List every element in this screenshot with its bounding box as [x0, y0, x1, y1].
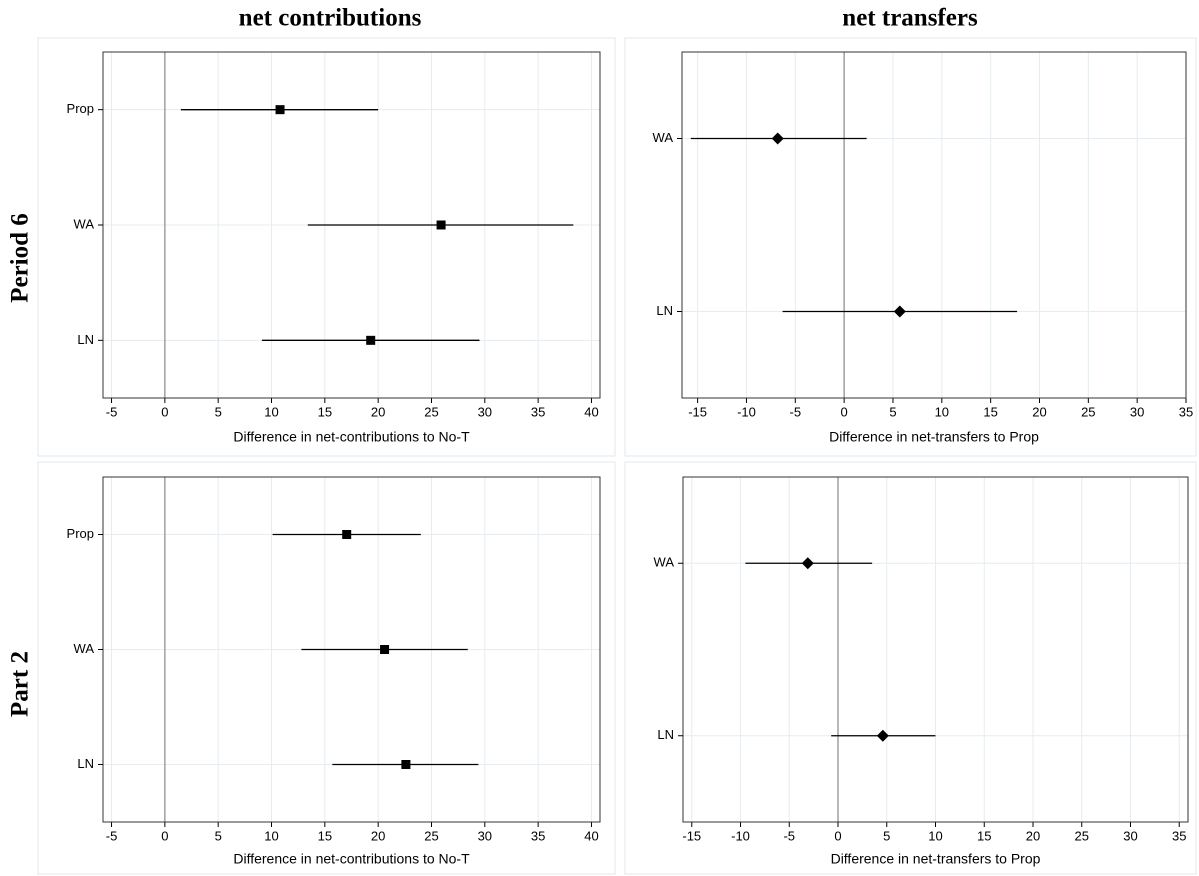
x-tick-label: 0: [841, 404, 848, 419]
x-tick-label: -5: [106, 404, 118, 419]
x-tick-label: 5: [215, 828, 222, 843]
x-tick-label: -5: [783, 828, 795, 843]
column-title: net contributions: [239, 5, 422, 32]
x-tick-label: -10: [737, 404, 756, 419]
x-tick-label: 10: [928, 828, 942, 843]
x-tick-label: -5: [790, 404, 802, 419]
x-tick-label: 30: [478, 828, 492, 843]
x-tick-label: 40: [584, 404, 598, 419]
x-tick-label: -15: [688, 404, 707, 419]
x-tick-label: 35: [1172, 828, 1186, 843]
x-tick-label: 25: [424, 828, 438, 843]
x-tick-label: 5: [215, 404, 222, 419]
panel-frame: [37, 37, 616, 457]
y-tick-label: LN: [77, 332, 94, 347]
x-tick-label: 20: [1032, 404, 1046, 419]
point: [366, 335, 376, 345]
y-tick-label: WA: [654, 555, 675, 570]
x-tick-label: 10: [264, 828, 278, 843]
x-tick-label: -15: [682, 828, 701, 843]
x-tick-label: 0: [161, 404, 168, 419]
x-tick-label: 0: [834, 828, 841, 843]
x-tick-label: 10: [264, 404, 278, 419]
y-tick-label: WA: [74, 216, 95, 231]
x-axis-label: Difference in net-transfers to Prop: [831, 851, 1041, 867]
plot-frame: [682, 476, 1189, 823]
x-tick-label: 30: [478, 404, 492, 419]
point: [275, 105, 285, 115]
x-axis-label: Difference in net-contributions to No-T: [233, 851, 470, 867]
row-title: Part 2: [7, 651, 34, 717]
y-tick-label: LN: [656, 303, 673, 318]
x-tick-label: 15: [977, 828, 991, 843]
y-tick-label: WA: [74, 641, 95, 656]
point: [401, 760, 411, 769]
point: [342, 530, 352, 539]
column-title: net transfers: [842, 5, 978, 32]
x-tick-label: 15: [318, 404, 332, 419]
x-tick-label: 15: [318, 828, 332, 843]
x-tick-label: 35: [531, 828, 545, 843]
point: [436, 220, 446, 230]
x-tick-label: 15: [983, 404, 997, 419]
plot-frame: [681, 51, 1187, 399]
x-tick-label: 30: [1123, 828, 1137, 843]
point: [893, 305, 906, 318]
y-tick-label: LN: [657, 727, 674, 742]
panel-frame: [624, 461, 1197, 875]
y-tick-label: WA: [653, 130, 674, 145]
x-tick-label: 20: [371, 404, 385, 419]
x-tick-label: 40: [584, 828, 598, 843]
y-tick-label: Prop: [67, 526, 94, 541]
x-tick-label: 25: [1075, 828, 1089, 843]
panel-frame: [37, 461, 616, 875]
x-tick-label: 25: [424, 404, 438, 419]
x-tick-label: -5: [106, 828, 118, 843]
x-tick-label: 5: [889, 404, 896, 419]
point: [876, 729, 889, 742]
x-tick-label: 20: [1026, 828, 1040, 843]
x-tick-label: 25: [1081, 404, 1095, 419]
point: [771, 132, 784, 145]
x-tick-label: 35: [531, 404, 545, 419]
point: [801, 557, 814, 570]
row-title: Period 6: [7, 213, 34, 303]
x-tick-label: 5: [883, 828, 890, 843]
panel-frame: [624, 37, 1197, 457]
x-tick-label: 30: [1130, 404, 1144, 419]
y-tick-label: Prop: [67, 101, 94, 116]
x-tick-label: 35: [1179, 404, 1193, 419]
point: [380, 645, 390, 654]
x-axis-label: Difference in net-contributions to No-T: [233, 429, 470, 445]
x-tick-label: 10: [935, 404, 949, 419]
x-axis-label: Difference in net-transfers to Prop: [829, 429, 1039, 445]
x-tick-label: 20: [371, 828, 385, 843]
y-tick-label: LN: [77, 756, 94, 771]
x-tick-label: 0: [161, 828, 168, 843]
x-tick-label: -10: [731, 828, 750, 843]
